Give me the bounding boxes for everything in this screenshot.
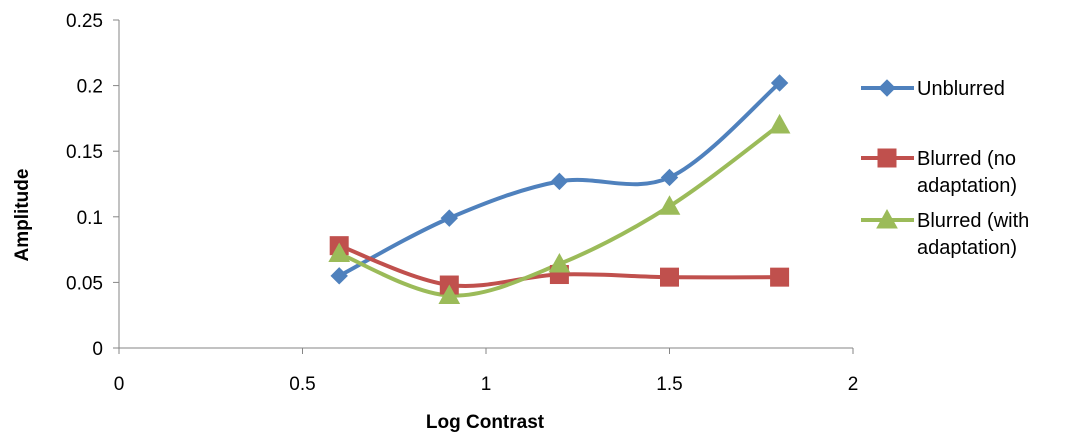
data-point-0 <box>660 168 679 187</box>
legend-swatch-marker <box>876 208 898 229</box>
data-point-2 <box>768 113 791 134</box>
y-axis-title: Amplitude <box>12 169 33 262</box>
data-point-1 <box>770 267 790 287</box>
legend-swatch-marker <box>878 79 896 97</box>
data-point-0 <box>330 267 348 285</box>
data-point-0 <box>550 172 569 191</box>
data-point-2 <box>328 242 351 263</box>
y-tick-label: 0.05 <box>66 273 103 294</box>
data-point-1 <box>660 267 679 287</box>
data-point-0 <box>770 74 789 92</box>
data-point-2 <box>658 195 681 215</box>
x-tick-label: 1.5 <box>656 374 682 395</box>
legend-label: Blurred (no <box>917 148 1016 170</box>
y-tick-label: 0.25 <box>66 11 103 32</box>
legend-label: adaptation) <box>917 175 1017 197</box>
x-axis-title: Log Contrast <box>426 412 545 433</box>
legend-swatch-marker <box>877 148 897 168</box>
legend-item-1: Blurred (no adaptation) <box>861 148 1017 197</box>
legend-label: Unblurred <box>917 78 1005 100</box>
y-tick-label: 0.2 <box>77 77 103 98</box>
x-tick-label: 2 <box>848 374 859 395</box>
data-point-2 <box>548 253 571 273</box>
x-tick-label: 1 <box>481 374 492 395</box>
data-point-2 <box>438 284 461 305</box>
x-tick-label: 0.5 <box>289 374 315 395</box>
x-tick-label: 0 <box>114 374 125 395</box>
y-tick-label: 0 <box>92 339 103 360</box>
y-tick-label: 0.15 <box>66 142 103 163</box>
legend-item-0: Unblurred <box>861 78 1005 100</box>
y-tick-label: 0.1 <box>77 208 103 229</box>
data-point-0 <box>440 209 459 227</box>
axes: 0 0.05 0.1 0.15 0.2 0.25 0 0.5 1 1.5 2 <box>66 11 858 395</box>
legend-label: adaptation) <box>917 237 1017 259</box>
legend-label: Blurred (with <box>917 210 1029 232</box>
series-markers <box>328 74 791 305</box>
legend-item-2: Blurred (with adaptation) <box>861 208 1029 259</box>
